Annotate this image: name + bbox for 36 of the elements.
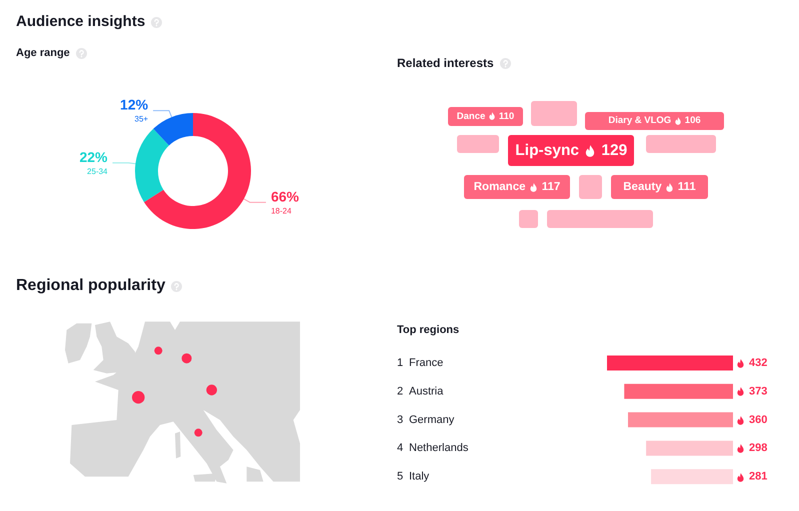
bar bbox=[646, 440, 733, 456]
text: Regional popularity bbox=[16, 276, 166, 296]
chart-title: Audience insights bbox=[16, 13, 146, 31]
y-tick-label: 3 Germany bbox=[397, 414, 455, 426]
category-label: Beauty bbox=[623, 181, 662, 194]
bar bbox=[628, 412, 733, 428]
text: Related interests bbox=[397, 56, 494, 70]
data-label: 373 bbox=[749, 385, 768, 398]
data-label: 111 bbox=[678, 181, 696, 194]
data-label: 66% bbox=[270, 188, 300, 204]
bar bbox=[651, 469, 733, 484]
slice-label: 25-34 bbox=[87, 166, 108, 176]
bar bbox=[607, 356, 733, 370]
category-label: Dance bbox=[456, 110, 486, 122]
y-tick-label: 1 France bbox=[397, 357, 444, 369]
category-label: Lip-sync bbox=[515, 142, 580, 160]
bar bbox=[624, 384, 733, 399]
data-label: 432 bbox=[749, 357, 768, 369]
data-label: 12% bbox=[120, 96, 149, 113]
data-label: 129 bbox=[601, 142, 628, 160]
data-label: 117 bbox=[542, 181, 560, 194]
data-label: 281 bbox=[749, 470, 768, 483]
category-label: Diary & VLOG bbox=[608, 115, 672, 126]
data-label: 106 bbox=[684, 115, 701, 126]
chart-subtitle: Age range bbox=[16, 46, 70, 60]
slice-label: 18-24 bbox=[270, 206, 292, 216]
data-label: 22% bbox=[79, 148, 108, 165]
y-tick-label: 5 Italy bbox=[397, 470, 430, 483]
category-label: Romance bbox=[474, 181, 526, 194]
slice-label: 35+ bbox=[134, 114, 148, 124]
data-label: 110 bbox=[498, 110, 514, 122]
data-label: 298 bbox=[749, 442, 768, 454]
y-tick-label: 2 Austria bbox=[397, 385, 444, 398]
data-label: 360 bbox=[749, 414, 768, 426]
y-tick-label: 4 Netherlands bbox=[397, 442, 469, 454]
text: Top regions bbox=[397, 324, 460, 336]
